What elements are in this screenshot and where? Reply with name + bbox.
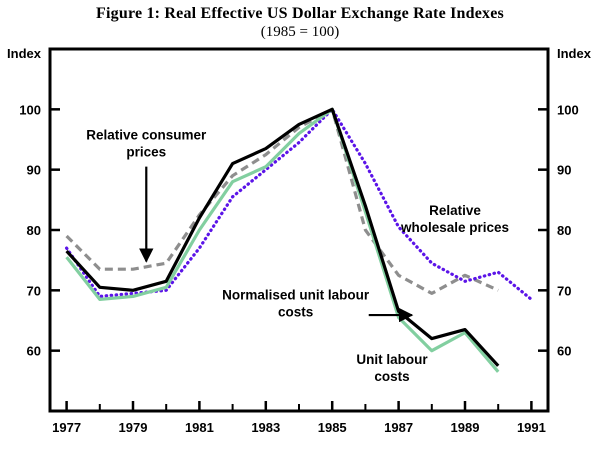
y-tick-label-left: 60 — [27, 344, 41, 359]
axes: 60 60 70 70 80 80 90 90 100 100 1977 1979 1981 1983 19… — [7, 46, 592, 435]
annotations: Relative consumer prices Relative wholesale… — [86, 128, 509, 384]
y-tick-label-left: 90 — [27, 163, 41, 178]
y-tick-label-right: 60 — [557, 344, 571, 359]
y-tick-label-left: 100 — [19, 102, 41, 117]
exchange-rate-line-chart: 60 60 70 70 80 80 90 90 100 100 1977 1979 1981 1983 19… — [7, 46, 592, 435]
y-tick-label-right: 90 — [557, 163, 571, 178]
y-tick-label-right: 100 — [557, 102, 579, 117]
annotation-label: Normalised unit labour costs — [222, 287, 370, 319]
plot-frame — [48, 47, 550, 413]
y-axis-title-left: Index — [7, 46, 42, 61]
series-line-relative-consumer-prices — [65, 107, 499, 295]
x-tick-label: 1979 — [119, 420, 148, 435]
y-tick-label-left: 70 — [27, 283, 41, 298]
figure-subtitle: (1985 = 100) — [260, 24, 340, 40]
series-line-normalised-unit-labour-costs — [65, 107, 500, 367]
series-line-relative-wholesale-prices — [64, 107, 534, 301]
x-tick-label: 1991 — [517, 420, 546, 435]
y-tick-label-left: 80 — [27, 223, 41, 238]
annotation-label: Unit labour costs — [356, 352, 428, 384]
x-tick-label: 1977 — [52, 420, 81, 435]
figure-title: Figure 1: Real Effective US Dollar Excha… — [96, 5, 504, 22]
series-line-unit-labour-costs — [65, 107, 500, 373]
x-tick-label: 1981 — [185, 420, 214, 435]
annotation-label: Relative wholesale prices — [400, 203, 509, 235]
annotation-label: Relative consumer prices — [86, 128, 207, 160]
series-lines — [64, 107, 534, 373]
x-tick-label: 1983 — [251, 420, 280, 435]
y-tick-label-right: 70 — [557, 283, 571, 298]
y-axis-title-right: Index — [557, 46, 592, 61]
x-tick-label: 1989 — [451, 420, 480, 435]
x-tick-label: 1987 — [384, 420, 413, 435]
y-tick-label-right: 80 — [557, 223, 571, 238]
x-tick-label: 1985 — [318, 420, 347, 435]
